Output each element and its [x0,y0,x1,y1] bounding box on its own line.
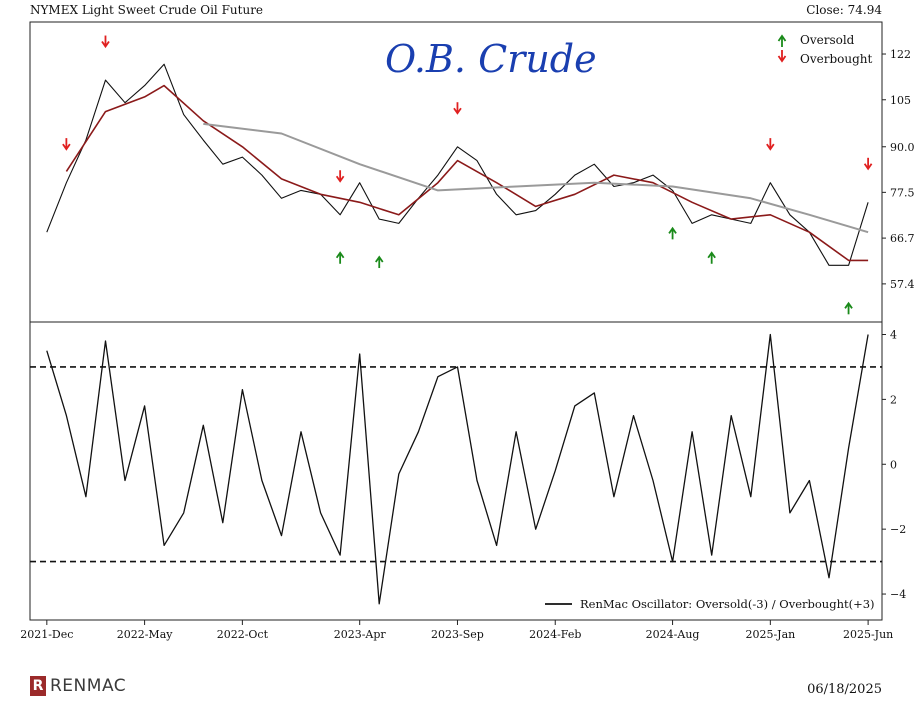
overbought-arrow [766,138,775,151]
overbought-arrow [62,138,71,151]
x-tick-label: 2021-Dec [20,628,73,641]
oscillator-y-tick-label: 4 [890,328,897,341]
overbought-arrow [335,170,345,183]
oscillator-legend-label: RenMac Oscillator: Oversold(-3) / Overbo… [580,597,875,611]
legend-oversold-label: Oversold [800,33,855,47]
x-tick-label: 2025-Jan [745,628,795,641]
price-y-tick-label: 90.0 [890,141,915,154]
chart-title: NYMEX Light Sweet Crude Oil Future [30,3,264,17]
price-y-tick-label: 122 [890,48,911,61]
price-y-tick-label: 77.5 [890,186,915,199]
oscillator-y-tick-label: −2 [890,523,906,536]
legend-overbought-arrow [777,50,787,63]
price-y-tick-label: 105 [890,94,911,107]
ma-short-line [65,84,869,262]
oscillator-y-tick-label: 0 [890,458,897,471]
oversold-arrow [707,251,716,264]
x-tick-label: 2023-Sep [431,628,484,641]
ma-long-line [203,122,869,234]
oscillator-y-tick-label: 2 [890,393,897,406]
x-tick-label: 2025-Jun [843,628,893,641]
chart-canvas: 122 105 90.0 77.5 66.7 57.4 4 2 0 −2 −4 2021-Dec 202… [20,21,915,641]
oversold-arrow [844,301,853,315]
x-tick-label: 2024-Feb [529,628,581,641]
logo-text: RENMAC [50,676,127,696]
handwritten-annotation: O.B. Crude [385,37,597,81]
x-tick-label: 2022-May [117,628,174,641]
close-value: Close: 74.94 [806,3,882,17]
overbought-arrow [863,157,873,171]
price-y-tick-label: 57.4 [890,278,915,291]
legend-overbought-label: Overbought [800,52,873,66]
report-date: 06/18/2025 [807,682,882,697]
oscillator-y-tick-label: −4 [890,588,906,601]
x-tick-label: 2024-Aug [646,628,700,641]
price-line [46,63,869,266]
oversold-arrow [335,251,345,264]
overbought-arrow [453,102,462,115]
oversold-arrow [668,226,677,240]
legend-oversold-arrow [777,34,787,47]
x-tick-label: 2023-Apr [334,628,387,641]
oscillator-line [46,333,869,605]
renmac-logo: R RENMAC [30,676,126,696]
price-y-tick-label: 66.7 [890,232,915,245]
x-tick-label: 2022-Oct [217,628,269,641]
oscillator-panel-frame [29,321,883,621]
oversold-arrow [375,255,384,269]
logo-mark: R [30,676,46,696]
overbought-arrow [101,35,110,49]
